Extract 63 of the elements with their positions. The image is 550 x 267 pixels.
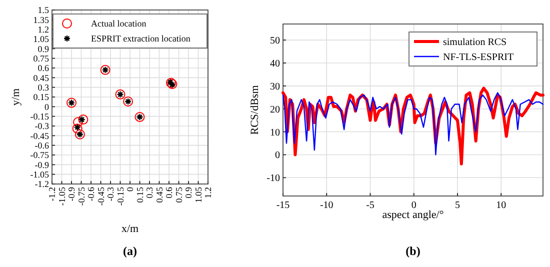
y-tick-label: 0.15 xyxy=(33,92,50,102)
y-tick-label: 0.3 xyxy=(38,82,50,92)
y-tick-label: -0.3 xyxy=(34,121,50,132)
y-tick-label: 40 xyxy=(270,58,280,70)
y-tick-label: 0 xyxy=(275,150,280,162)
y-tick-label: 0.6 xyxy=(38,63,50,74)
y-tick-label: -0.9 xyxy=(34,160,50,170)
x-tick-label: 0.75 xyxy=(174,186,184,203)
x-tick-label: -0.3 xyxy=(106,186,116,202)
y-tick-label: 1.5 xyxy=(38,5,50,16)
y-tick-label: -0.75 xyxy=(30,150,50,160)
x-tick-label: -10 xyxy=(320,200,334,211)
y-tick-label: 1.35 xyxy=(33,14,50,25)
x-tick-label: 0.6 xyxy=(164,186,174,198)
text: (b) xyxy=(406,244,420,258)
x-tick-label: 0.45 xyxy=(154,186,164,203)
y-tick-label: 1.05 xyxy=(33,34,50,44)
x-tick-label: 0.9 xyxy=(184,186,194,198)
y-tick-label: -1.2 xyxy=(34,179,49,190)
text: (a) xyxy=(123,244,137,258)
legend-label: NF-TLS-ESPRIT xyxy=(443,52,514,63)
y-axis-title: RCS/dBsm xyxy=(249,84,261,135)
legend-label: Actual location xyxy=(91,18,147,29)
x-axis-title: x/m xyxy=(121,223,139,235)
x-tick-label: -1.05 xyxy=(56,186,67,206)
y-tick-label: 1.2 xyxy=(38,24,49,34)
y-tick-label: 20 xyxy=(270,104,280,116)
x-tick-label: -0.75 xyxy=(76,186,86,206)
point xyxy=(74,124,81,131)
y-tick-label: 30 xyxy=(270,81,280,92)
point xyxy=(78,116,86,124)
y-tick-label: -10 xyxy=(266,173,280,184)
x-axis-title: aspect angle/° xyxy=(382,209,444,221)
y-tick-label: -1.05 xyxy=(30,169,50,180)
point xyxy=(78,114,88,125)
x-tick-label: 0.3 xyxy=(144,186,155,198)
line-series xyxy=(282,92,544,156)
y-tick-label: -0.6 xyxy=(34,140,50,150)
x-tick-label: 1.2 xyxy=(203,187,214,198)
x-tick-label: -5 xyxy=(366,200,374,211)
legend-label: simulation RCS xyxy=(443,37,507,48)
x-tick-label: 0 xyxy=(411,200,416,211)
x-tick-label: -0.45 xyxy=(96,186,106,206)
x-tick-label: 1.05 xyxy=(193,186,204,203)
y-tick-label: 0 xyxy=(44,102,50,112)
y-tick-label: -0.15 xyxy=(30,111,50,122)
x-tick-label: -0.15 xyxy=(115,186,126,206)
y-tick-label: 50 xyxy=(270,36,280,47)
y-tick-label: 10 xyxy=(270,127,280,138)
x-tick-label: 0.15 xyxy=(134,186,145,203)
y-axis-title: y/m xyxy=(10,88,22,106)
y-tick-label: 0.9 xyxy=(38,44,50,54)
x-tick-label: 5 xyxy=(454,200,460,211)
y-tick-label: 0.45 xyxy=(33,72,50,83)
x-tick-label: -0.9 xyxy=(66,186,77,202)
y-tick-label: -0.45 xyxy=(30,130,50,141)
y-tick-label: 0.75 xyxy=(33,53,50,64)
x-tick-label: -0.6 xyxy=(86,186,96,202)
point xyxy=(72,124,82,134)
legend-label: ESPRIT extraction location xyxy=(91,34,191,44)
x-tick-label: -15 xyxy=(276,200,290,211)
x-tick-label: 0 xyxy=(125,186,136,192)
x-tick-label: 10 xyxy=(496,200,506,211)
